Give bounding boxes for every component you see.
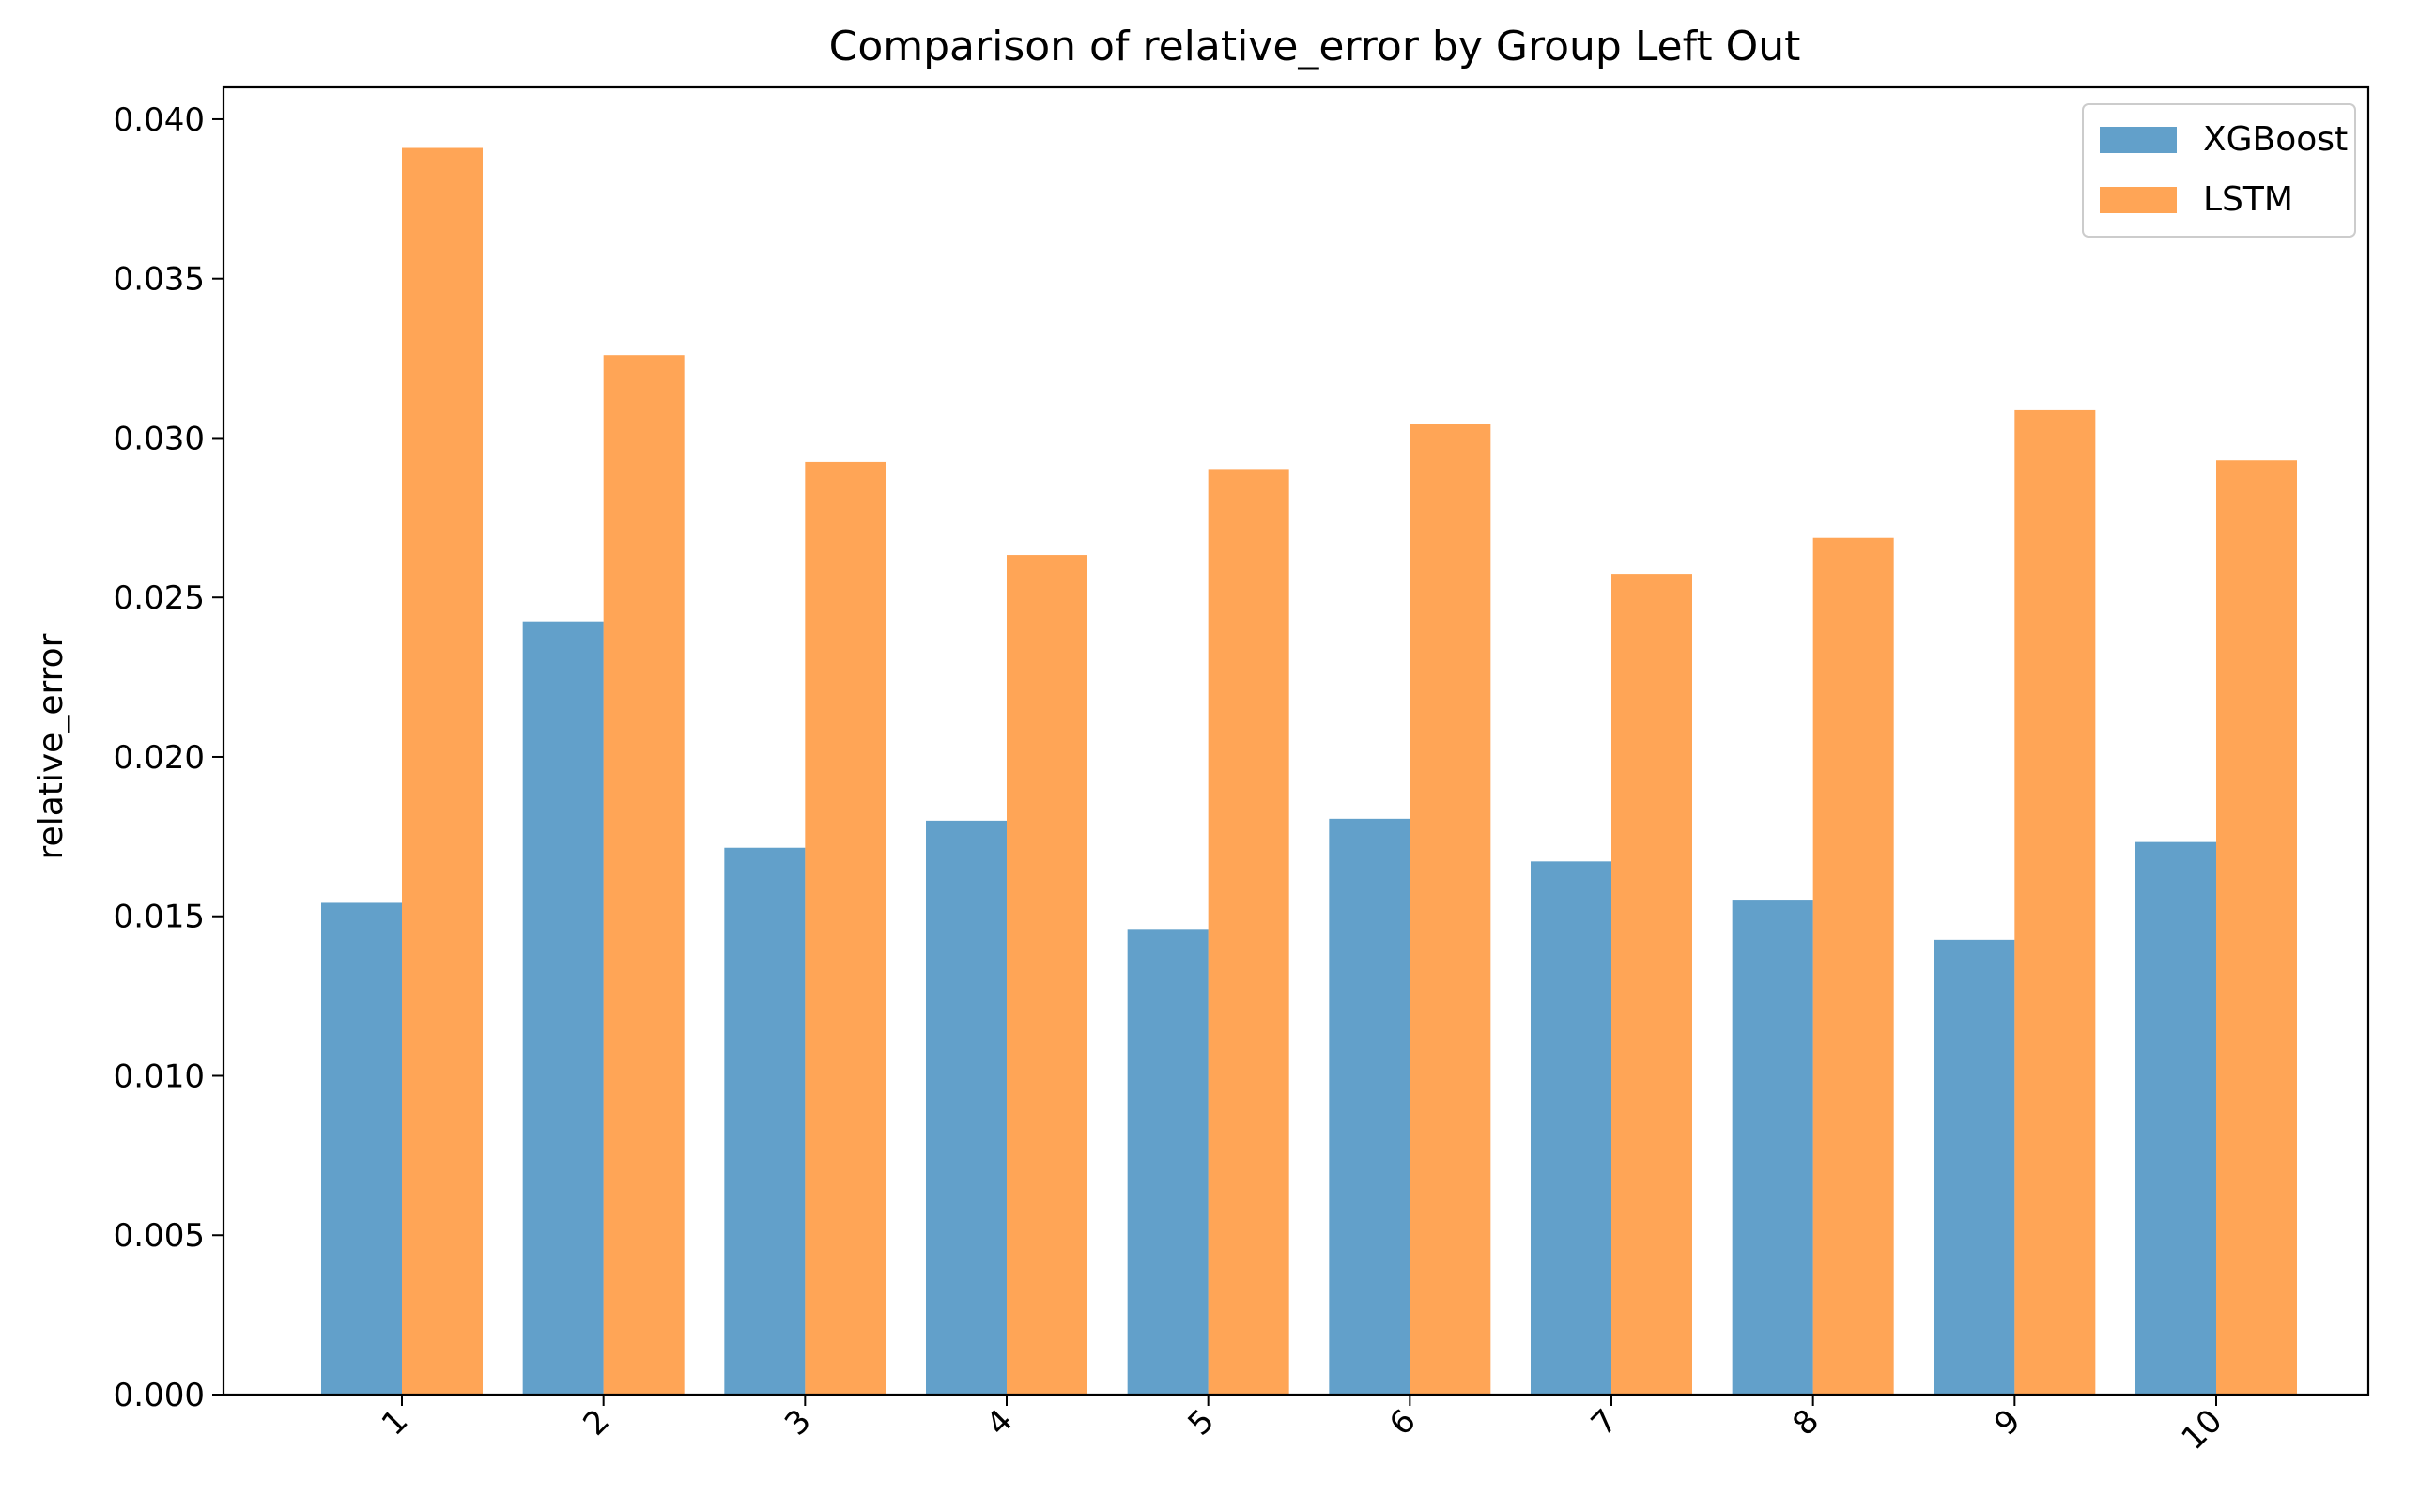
y-tick-label: 0.005 [114, 1217, 205, 1255]
bar-XGBoost-10 [2135, 841, 2216, 1395]
x-tick-label: 9 [1987, 1402, 2028, 1443]
bar-LSTM-6 [1410, 424, 1491, 1396]
bar-XGBoost-9 [1934, 939, 2015, 1395]
series-0 [321, 621, 2216, 1395]
y-tick-label: 0.015 [114, 899, 205, 936]
x-tick-label: 1 [375, 1402, 416, 1443]
legend: XGBoost LSTM [2082, 103, 2356, 238]
bar-LSTM-3 [805, 461, 886, 1395]
y-tick-label: 0.010 [114, 1057, 205, 1095]
bar-LSTM-4 [1007, 555, 1087, 1395]
legend-label-LSTM: LSTM [2203, 180, 2293, 219]
legend-swatch-LSTM [2100, 187, 2177, 213]
y-tick-label: 0.000 [114, 1377, 205, 1414]
bar-LSTM-9 [2014, 409, 2096, 1396]
bar-XGBoost-4 [926, 820, 1007, 1395]
bar-LSTM-1 [402, 147, 483, 1395]
bar-XGBoost-5 [1127, 929, 1209, 1395]
series-1 [402, 147, 2297, 1396]
x-tick-label: 6 [1382, 1402, 1424, 1443]
y-tick-label: 0.020 [114, 739, 205, 777]
x-tick-label: 8 [1785, 1402, 1826, 1443]
bar-XGBoost-6 [1329, 818, 1410, 1395]
x-tick-label: 10 [2174, 1402, 2229, 1458]
bar-XGBoost-8 [1732, 900, 1813, 1395]
y-axis: 0.000 0.005 0.010 0.015 0.020 0.025 0.030 0.035… [114, 101, 223, 1414]
bar-LSTM-10 [2216, 460, 2297, 1396]
legend-swatch-XGBoost [2100, 127, 2177, 153]
bar-XGBoost-1 [321, 902, 402, 1395]
chart-title: Comparison of relative_error by Group Le… [829, 23, 1801, 70]
bar-LSTM-2 [603, 355, 685, 1396]
x-axis: 1 2 3 4 5 6 7 8 9 10 [375, 1395, 2229, 1458]
x-tick-label: 7 [1584, 1402, 1626, 1443]
bar-LSTM-5 [1208, 469, 1289, 1395]
bar-XGBoost-2 [522, 621, 604, 1395]
plot-frame [222, 85, 2370, 1396]
bar-LSTM-7 [1611, 574, 1692, 1395]
bar-XGBoost-7 [1531, 861, 1611, 1395]
bar-XGBoost-3 [724, 847, 806, 1395]
x-tick-label: 2 [576, 1402, 617, 1443]
plot-area [222, 85, 2370, 1396]
y-tick-label: 0.040 [114, 101, 205, 139]
y-tick-label: 0.030 [114, 420, 205, 457]
x-tick-label: 4 [979, 1402, 1021, 1443]
y-axis-label: relative_error [32, 633, 70, 859]
legend-label-XGBoost: XGBoost [2203, 120, 2348, 159]
y-tick-label: 0.025 [114, 579, 205, 617]
y-tick-label: 0.035 [114, 261, 205, 299]
bar-LSTM-8 [1812, 537, 1894, 1395]
x-tick-label: 5 [1180, 1402, 1222, 1443]
x-tick-label: 3 [778, 1402, 819, 1443]
